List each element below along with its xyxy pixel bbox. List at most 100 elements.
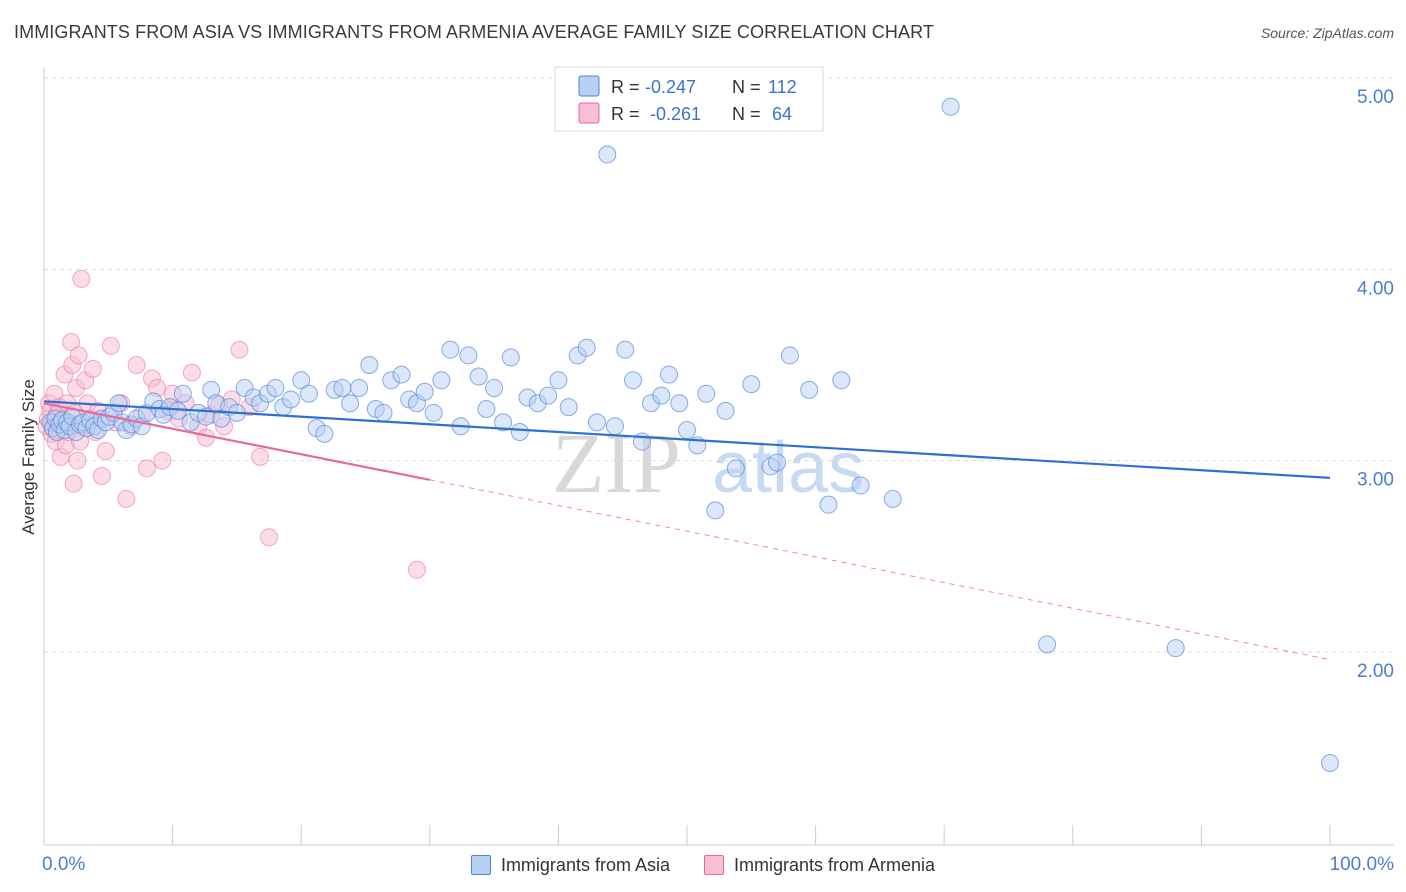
point-asia	[360, 356, 379, 374]
legend-r-label-armenia: R =	[611, 104, 640, 124]
y-tick-label: 3.00	[1357, 470, 1394, 491]
point-asia	[299, 384, 318, 403]
point-asia	[459, 346, 478, 365]
point-asia	[477, 400, 496, 419]
point-asia	[851, 476, 870, 495]
point-asia	[726, 459, 745, 478]
correlation-legend: R = -0.247 N = 112 R = -0.261 N = 64	[554, 66, 824, 132]
point-asia	[1166, 639, 1185, 658]
trend-line-asia	[43, 400, 1331, 479]
point-asia	[341, 394, 360, 413]
legend-r-value-asia: -0.247	[645, 77, 696, 97]
point-asia	[800, 380, 819, 399]
point-asia	[315, 424, 334, 443]
point-asia	[109, 394, 128, 413]
legend-swatch-asia	[578, 75, 600, 97]
point-armenia	[64, 474, 83, 493]
point-asia	[577, 338, 596, 357]
point-armenia	[72, 269, 91, 288]
legend-item-armenia[interactable]: Immigrants from Armenia	[703, 854, 936, 876]
series-asia-points	[41, 97, 1339, 772]
legend-swatch-armenia	[578, 102, 600, 124]
chart-source: Source: ZipAtlas.com	[1260, 25, 1394, 41]
point-asia	[266, 378, 285, 397]
point-armenia	[96, 442, 115, 461]
legend-item-armenia-swatch	[703, 855, 724, 875]
point-asia	[832, 371, 851, 390]
legend-item-asia[interactable]: Immigrants from Asia	[470, 854, 670, 876]
point-armenia	[68, 451, 87, 470]
point-asia	[415, 382, 434, 401]
legend-box	[554, 66, 824, 132]
point-asia	[941, 97, 960, 116]
trend-lines	[43, 400, 1331, 661]
point-asia	[374, 403, 393, 422]
legend-item-asia-label: Immigrants from Asia	[500, 854, 670, 875]
point-armenia	[127, 356, 146, 374]
legend-n-value-asia: 112	[768, 77, 797, 97]
x-tick-label-end: 100.0%	[1330, 854, 1395, 875]
point-asia	[623, 371, 642, 390]
legend-n-value-armenia: 64	[772, 104, 792, 124]
point-asia	[697, 384, 716, 403]
point-asia	[549, 371, 568, 390]
point-asia	[441, 340, 460, 359]
point-asia	[605, 417, 624, 436]
y-tick-label: 4.00	[1357, 278, 1394, 299]
point-asia	[678, 421, 696, 440]
series-legend: Immigrants from Asia Immigrants from Arm…	[0, 852, 1406, 878]
point-asia	[1321, 753, 1339, 772]
point-asia	[173, 384, 192, 403]
legend-item-armenia-label: Immigrants from Armenia	[733, 854, 936, 875]
point-asia	[424, 403, 443, 422]
point-armenia	[92, 466, 111, 485]
point-asia	[539, 386, 558, 405]
point-armenia	[407, 560, 426, 579]
tick-labels: 2.00 3.00 4.00 5.00 0.0% 100.0%	[42, 87, 1394, 875]
point-asia	[485, 378, 504, 397]
legend-n-label-asia: N =	[732, 77, 761, 97]
point-asia	[469, 367, 488, 386]
axes	[43, 68, 1394, 846]
point-armenia	[69, 346, 88, 365]
point-armenia	[101, 336, 120, 355]
point-asia	[670, 394, 689, 413]
trend-line-armenia	[43, 402, 431, 481]
grid-lines	[44, 77, 1394, 653]
point-asia	[281, 390, 300, 409]
point-asia	[292, 371, 311, 390]
legend-r-label-asia: R =	[611, 77, 640, 97]
point-asia	[768, 453, 787, 472]
trend-line-armenia-extrapolated	[429, 479, 1331, 661]
point-armenia	[230, 340, 249, 359]
legend-n-label-armenia: N =	[732, 104, 761, 124]
point-asia	[742, 375, 761, 394]
y-tick-label: 5.00	[1357, 87, 1394, 108]
point-asia	[598, 145, 617, 164]
point-asia	[494, 413, 513, 432]
point-armenia	[260, 528, 279, 547]
point-asia	[510, 422, 529, 441]
point-asia	[559, 398, 578, 417]
point-asia	[1038, 635, 1057, 654]
point-asia	[652, 386, 671, 405]
point-armenia	[137, 459, 156, 478]
point-armenia	[251, 447, 270, 466]
point-asia	[819, 495, 838, 514]
point-asia	[706, 501, 725, 520]
point-armenia	[153, 451, 172, 470]
point-asia	[501, 348, 520, 367]
point-asia	[432, 371, 451, 390]
point-armenia	[62, 333, 81, 352]
chart-title: IMMIGRANTS FROM ASIA VS IMMIGRANTS FROM …	[14, 22, 934, 42]
legend-r-value-armenia: -0.261	[650, 104, 701, 124]
point-asia	[780, 346, 799, 365]
point-asia	[883, 489, 902, 508]
legend-item-asia-swatch	[470, 855, 491, 875]
y-axis-label: Average Family Size	[19, 379, 38, 535]
point-asia	[587, 413, 606, 432]
point-armenia	[83, 359, 102, 378]
point-asia	[716, 401, 735, 420]
point-armenia	[182, 363, 201, 382]
